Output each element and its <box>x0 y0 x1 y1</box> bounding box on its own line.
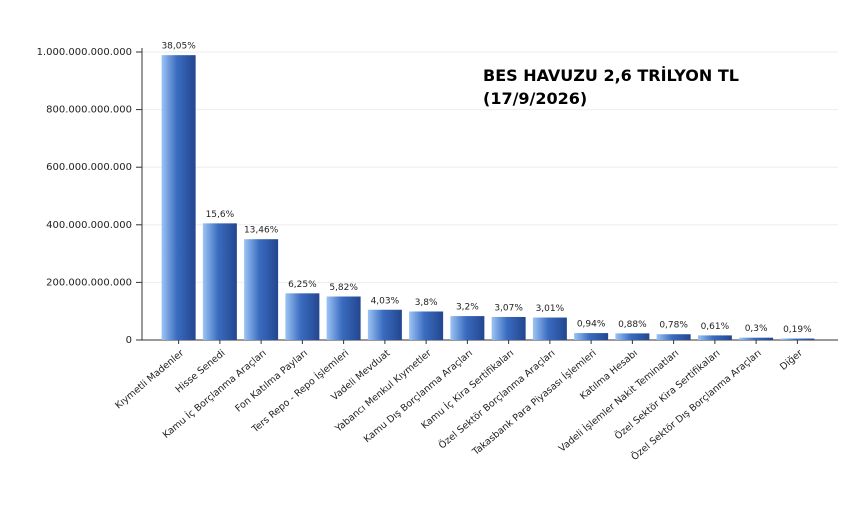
bar <box>780 338 815 340</box>
value-label: 3,8% <box>415 298 438 308</box>
x-tick-label: Kıymetli Madenler <box>113 348 186 412</box>
value-label: 13,46% <box>244 226 279 236</box>
bar <box>739 337 774 340</box>
bar <box>574 333 609 340</box>
bar <box>656 334 691 340</box>
value-label: 4,03% <box>371 296 400 306</box>
value-label: 5,82% <box>329 283 358 293</box>
value-label: 0,3% <box>745 324 768 334</box>
bar <box>450 316 485 340</box>
y-tick-label: 200.000.000.000 <box>46 277 132 288</box>
chart-title: BES HAVUZU 2,6 TRİLYON TL <box>483 66 739 85</box>
value-label: 0,94% <box>577 320 606 330</box>
x-tick-label: Diğer <box>778 348 805 373</box>
bar <box>326 296 361 340</box>
y-tick-label: 800.000.000.000 <box>46 105 132 116</box>
y-tick-label: 0 <box>126 335 132 346</box>
bar <box>615 333 650 340</box>
y-tick-label: 400.000.000.000 <box>46 220 132 231</box>
value-label: 3,07% <box>494 303 523 313</box>
value-label: 0,88% <box>618 320 647 330</box>
bar <box>409 311 444 340</box>
bar <box>244 239 279 340</box>
value-label: 3,01% <box>536 304 565 314</box>
y-tick-label: 600.000.000.000 <box>46 162 132 173</box>
value-label: 0,19% <box>783 325 812 335</box>
chart-subtitle: (17/9/2026) <box>483 89 587 108</box>
bar <box>697 335 732 340</box>
value-label: 6,25% <box>288 280 317 290</box>
value-label: 3,2% <box>456 303 479 313</box>
y-tick-label: 1.000.000.000.000 <box>37 47 132 58</box>
bar <box>161 55 196 340</box>
value-label: 38,05% <box>161 42 196 52</box>
bar <box>532 317 567 340</box>
bar <box>491 316 526 340</box>
value-label: 0,61% <box>701 322 730 332</box>
bar <box>202 223 237 340</box>
x-tick-label: Fon Katılma Payları <box>233 348 310 415</box>
bar <box>367 309 402 340</box>
bar <box>285 293 320 340</box>
value-label: 15,6% <box>206 210 235 220</box>
value-label: 0,78% <box>659 321 688 331</box>
